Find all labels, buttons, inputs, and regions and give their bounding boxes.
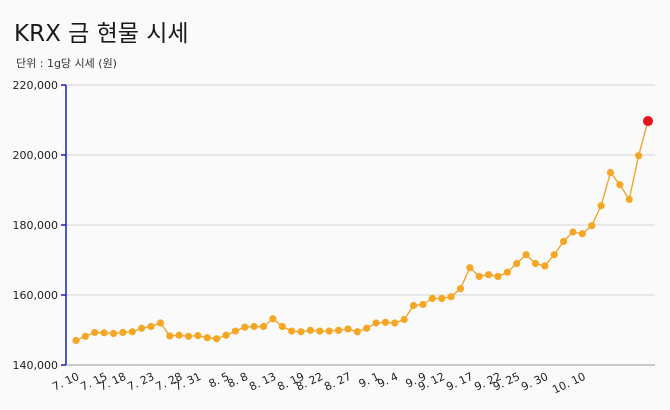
price-point (231, 327, 240, 335)
x-tick-label: 8. 13 (247, 370, 278, 394)
x-tick-label: 9. 4 (376, 370, 401, 391)
chart-subtitle: 단위 : 1g당 시세 (원) (16, 57, 117, 70)
price-point (372, 319, 380, 327)
x-tick-label: 10. 10 (550, 370, 587, 397)
price-point (222, 331, 230, 339)
price-point (447, 293, 455, 301)
price-point (119, 328, 127, 337)
price-point (278, 322, 286, 331)
x-tick-label: 9. 30 (519, 370, 550, 394)
price-point (175, 331, 183, 339)
price-point (381, 318, 390, 326)
price-point (391, 319, 399, 327)
x-tick-label: 9. 17 (444, 370, 475, 394)
price-point (241, 323, 249, 331)
price-point (428, 294, 436, 303)
price-point (194, 332, 202, 340)
y-tick-label: 160,000 (13, 289, 59, 302)
price-point (419, 300, 427, 309)
price-point (250, 322, 258, 331)
price-point (156, 319, 164, 327)
price-point (635, 152, 643, 160)
price-point (503, 268, 511, 276)
price-point (203, 334, 211, 342)
price-point (72, 336, 80, 345)
price-point (550, 251, 558, 259)
price-point (456, 285, 465, 293)
y-tick-label: 180,000 (13, 219, 59, 232)
latest-price-point (643, 116, 653, 127)
price-point (128, 328, 136, 336)
y-tick-label: 220,000 (13, 79, 59, 92)
price-point (578, 230, 586, 238)
x-tick-label: 8. 27 (322, 370, 353, 394)
price-point (288, 327, 296, 335)
price-point (438, 294, 446, 303)
price-point (522, 251, 530, 259)
x-tick-label: 7. 10 (50, 370, 81, 394)
price-point (494, 272, 502, 281)
price-point (541, 262, 549, 270)
price-point (625, 195, 633, 204)
price-point (560, 237, 568, 246)
price-point (588, 222, 596, 230)
price-point (531, 259, 540, 268)
price-point (363, 324, 371, 332)
price-point (409, 301, 418, 310)
price-point (100, 329, 108, 337)
price-point (306, 326, 315, 334)
price-point (484, 271, 493, 279)
x-tick-label: 8. 8 (226, 370, 251, 391)
price-point (297, 328, 305, 336)
price-point (213, 335, 221, 343)
price-point (475, 272, 483, 281)
y-tick-label: 140,000 (13, 359, 59, 372)
price-point (513, 259, 521, 268)
price-point (616, 181, 624, 189)
price-line (75, 120, 649, 342)
price-point (344, 325, 352, 333)
price-point (353, 328, 361, 336)
price-point (81, 332, 89, 340)
price-point (166, 332, 174, 340)
price-point (109, 329, 118, 338)
price-point (184, 332, 193, 340)
price-point (91, 328, 99, 337)
price-point (325, 327, 333, 335)
price-point (597, 202, 605, 210)
price-point (606, 168, 615, 177)
price-point (334, 326, 343, 334)
price-point (147, 322, 155, 331)
price-point (569, 228, 577, 236)
price-point (400, 315, 408, 324)
price-point (466, 264, 474, 272)
price-point (138, 324, 146, 332)
y-tick-label: 200,000 (13, 149, 59, 162)
price-point (316, 327, 324, 335)
chart-title: KRX 금 현물 시세 (14, 21, 189, 47)
x-tick-label: 7. 23 (125, 370, 156, 394)
price-point (259, 322, 268, 331)
price-point (269, 315, 277, 323)
